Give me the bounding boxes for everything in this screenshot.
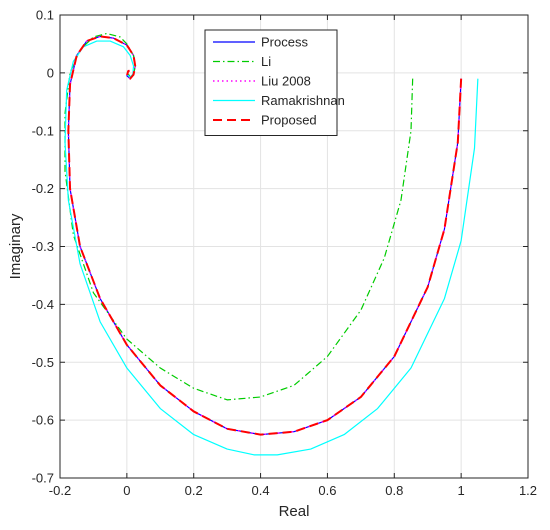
legend-box (204, 29, 338, 136)
series-line-proposed (67, 35, 463, 436)
series-layer (64, 32, 479, 456)
x-tick-label: 1 (458, 483, 465, 498)
x-axis-label: Real (279, 503, 310, 520)
y-tick-label: -0.5 (32, 355, 54, 370)
x-tick-label: 0.8 (385, 483, 403, 498)
y-tick-label: 0 (47, 65, 54, 80)
y-tick-label: -0.3 (32, 239, 54, 254)
x-tick-label: 1.2 (519, 483, 537, 498)
legend: Process Li Liu 2008 Ramakrishnan Proposed (204, 29, 345, 136)
y-axis-label: Imaginary (7, 213, 24, 279)
series-line-ramakrishnan (64, 40, 479, 456)
x-tick-label: 0.2 (185, 483, 203, 498)
y-tick-label: -0.7 (32, 471, 54, 486)
y-tick-label: -0.4 (32, 297, 54, 312)
y-tick-label: -0.2 (32, 181, 54, 196)
legend-label-li: Li (261, 54, 271, 69)
y-tick-label: 0.1 (36, 8, 54, 23)
x-tick-label: 0 (123, 483, 130, 498)
x-tick-label: 0.6 (318, 483, 336, 498)
y-tick-label: -0.1 (32, 123, 54, 138)
legend-label-liu-2008: Liu 2008 (261, 74, 311, 89)
legend-label-process: Process (261, 35, 308, 50)
x-tick-label: 0.4 (252, 483, 270, 498)
legend-label-proposed: Proposed (261, 113, 317, 128)
y-tick-label: -0.6 (32, 413, 54, 428)
ticks: -0.2 0 0.2 0.4 0.6 0.8 1 1.2 0.1 0 -0.1 -0.2 -0.3 -0.… (32, 8, 537, 499)
x-tick-label: -0.2 (49, 483, 71, 498)
legend-label-ramakrishnan: Ramakrishnan (261, 93, 345, 108)
